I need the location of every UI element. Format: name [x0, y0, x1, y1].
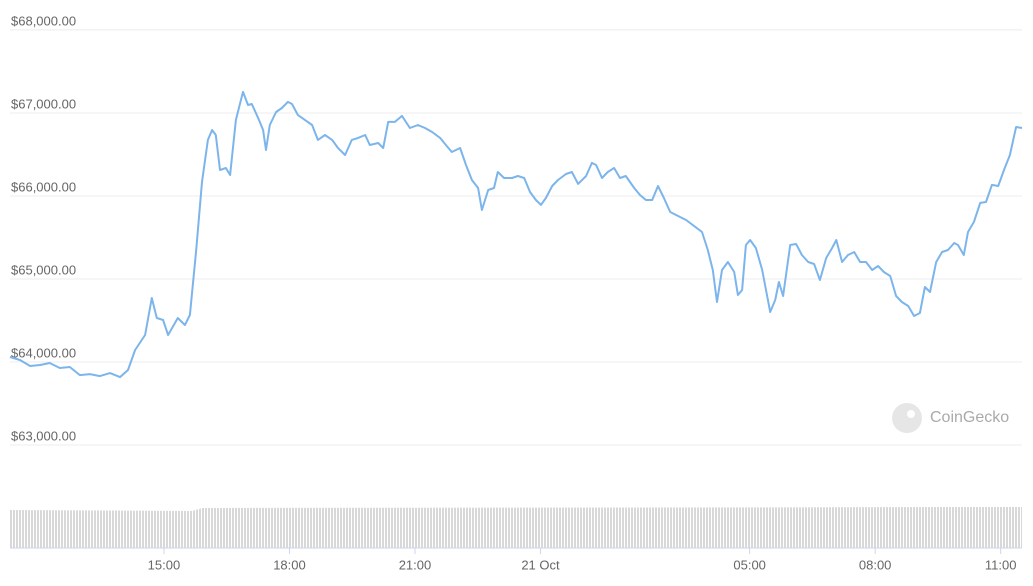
y-tick-label: $68,000.00: [11, 13, 76, 28]
watermark-logo: [892, 403, 922, 433]
volume-bars: [10, 507, 1022, 548]
watermark-text: CoinGecko: [930, 409, 1009, 426]
y-tick-label: $67,000.00: [11, 96, 76, 111]
price-line: [9, 90, 1023, 379]
x-tick-label: 08:00: [859, 557, 892, 572]
x-tick-label: 05:00: [733, 557, 766, 572]
x-tick-label: 21:00: [399, 557, 432, 572]
x-tick-label: 11:00: [985, 557, 1017, 572]
watermark: CoinGecko: [892, 403, 1009, 433]
watermark-logo-eye: [907, 410, 915, 418]
x-tick-label: 15:00: [148, 557, 181, 572]
y-tick-label: $64,000.00: [11, 345, 76, 360]
y-tick-label: $66,000.00: [11, 179, 76, 194]
x-tick-label: 21 Oct: [521, 557, 560, 572]
y-tick-label: $65,000.00: [11, 262, 76, 277]
y-tick-label: $63,000.00: [11, 428, 76, 443]
x-tick-label: 18:00: [273, 557, 306, 572]
